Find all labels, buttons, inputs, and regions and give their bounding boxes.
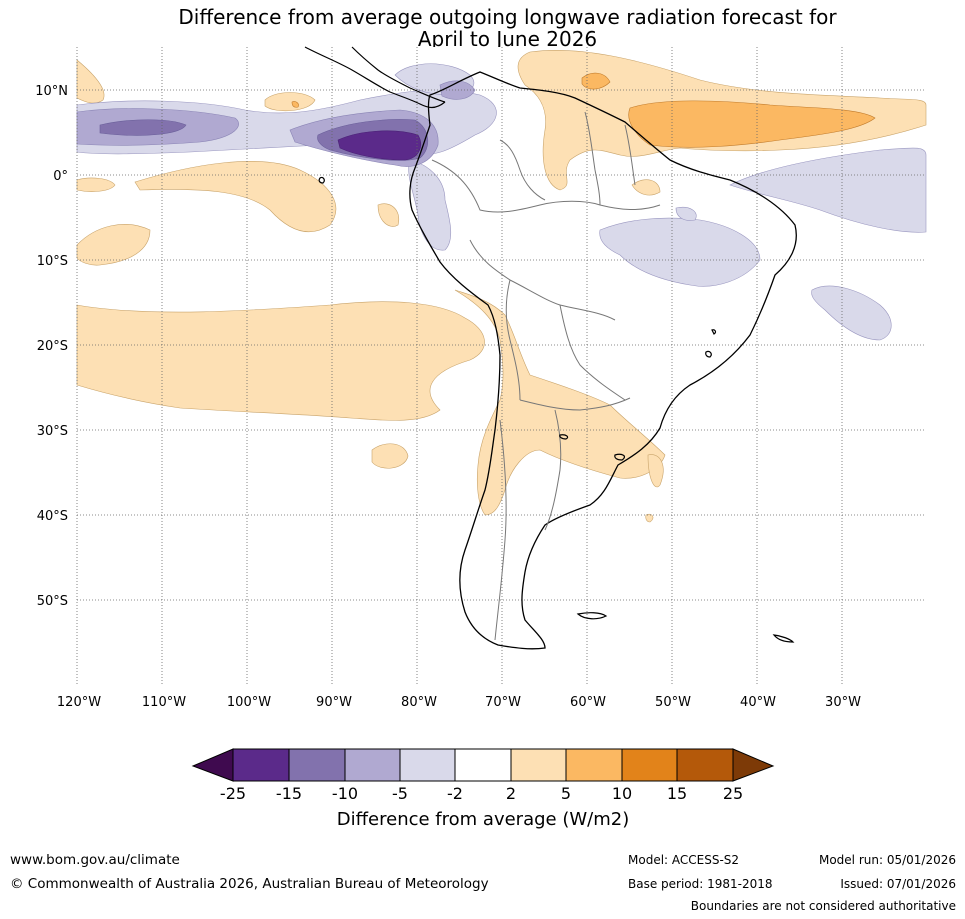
legend-tick: -2 — [447, 784, 463, 803]
islands — [318, 176, 795, 643]
lon-label: 100°W — [227, 695, 271, 710]
lat-label: 30°S — [37, 424, 68, 439]
legend-bin-1 — [232, 748, 290, 782]
legend-bin-5 — [454, 748, 512, 782]
boundaries-note: Boundaries are not considered authoritat… — [690, 899, 956, 913]
legend-bin-3 — [344, 748, 401, 782]
lon-label: 60°W — [570, 695, 606, 710]
model-run-text: Model run: 05/01/2026 — [818, 853, 956, 867]
lat-label: 10°N — [35, 84, 68, 99]
lat-label: 20°S — [37, 339, 68, 354]
legend-tick: 10 — [612, 784, 632, 803]
legend-tick-labels: -25 -15 -10 -5 -2 2 5 10 15 25 — [220, 784, 743, 803]
legend-bin-7 — [565, 748, 623, 782]
country-borders — [431, 111, 661, 641]
legend-label: Difference from average (W/m2) — [337, 809, 629, 830]
legend-bin-2 — [288, 748, 346, 782]
lon-label: 110°W — [142, 695, 186, 710]
base-period-text: Base period: 1981-2018 — [628, 877, 773, 891]
graticule — [76, 47, 926, 686]
website-link[interactable]: www.bom.gov.au/climate — [10, 852, 180, 868]
positive-anomaly-shading — [76, 49, 927, 523]
legend-tick: 15 — [667, 784, 687, 803]
lon-label: 30°W — [825, 695, 861, 710]
legend-tick: -25 — [220, 784, 246, 803]
lon-label: 120°W — [57, 695, 101, 710]
lat-label: 50°S — [37, 594, 68, 609]
legend-tick: 2 — [506, 784, 516, 803]
legend-bin-6 — [510, 748, 567, 782]
latitude-labels: 10°N 0° 10°S 20°S 30°S 40°S 50°S — [35, 84, 68, 609]
south-america-coastline — [409, 71, 797, 650]
legend-bin-8 — [621, 748, 678, 782]
longitude-labels: 120°W 110°W 100°W 90°W 80°W 70°W 60°W 50… — [57, 695, 861, 710]
lon-label: 70°W — [485, 695, 521, 710]
map-title-line-1: Difference from average outgoing longwav… — [178, 5, 837, 29]
issued-text: Issued: 07/01/2026 — [840, 877, 956, 891]
legend-tick: -5 — [392, 784, 408, 803]
map-title-line-2: April to June 2026 — [417, 27, 598, 51]
legend-bin-4 — [399, 748, 456, 782]
legend-bin-9 — [676, 748, 734, 782]
lat-label: 0° — [53, 169, 68, 184]
lat-label: 40°S — [37, 509, 68, 524]
central-america-coastline — [304, 46, 446, 109]
legend-colorbar — [191, 748, 775, 782]
negative-anomaly-shading — [76, 63, 927, 341]
copyright-text: © Commonwealth of Australia 2026, Austra… — [10, 876, 489, 892]
lat-label: 10°S — [37, 254, 68, 269]
lon-label: 50°W — [655, 695, 691, 710]
legend-tick: -10 — [332, 784, 358, 803]
legend-extend-low — [191, 748, 234, 782]
legend-tick: 25 — [723, 784, 743, 803]
model-text: Model: ACCESS-S2 — [628, 853, 740, 867]
legend-tick: -15 — [276, 784, 302, 803]
lon-label: 80°W — [401, 695, 437, 710]
legend-extend-high — [732, 748, 775, 782]
lon-label: 90°W — [316, 695, 352, 710]
lon-label: 40°W — [740, 695, 776, 710]
legend-tick: 5 — [561, 784, 571, 803]
